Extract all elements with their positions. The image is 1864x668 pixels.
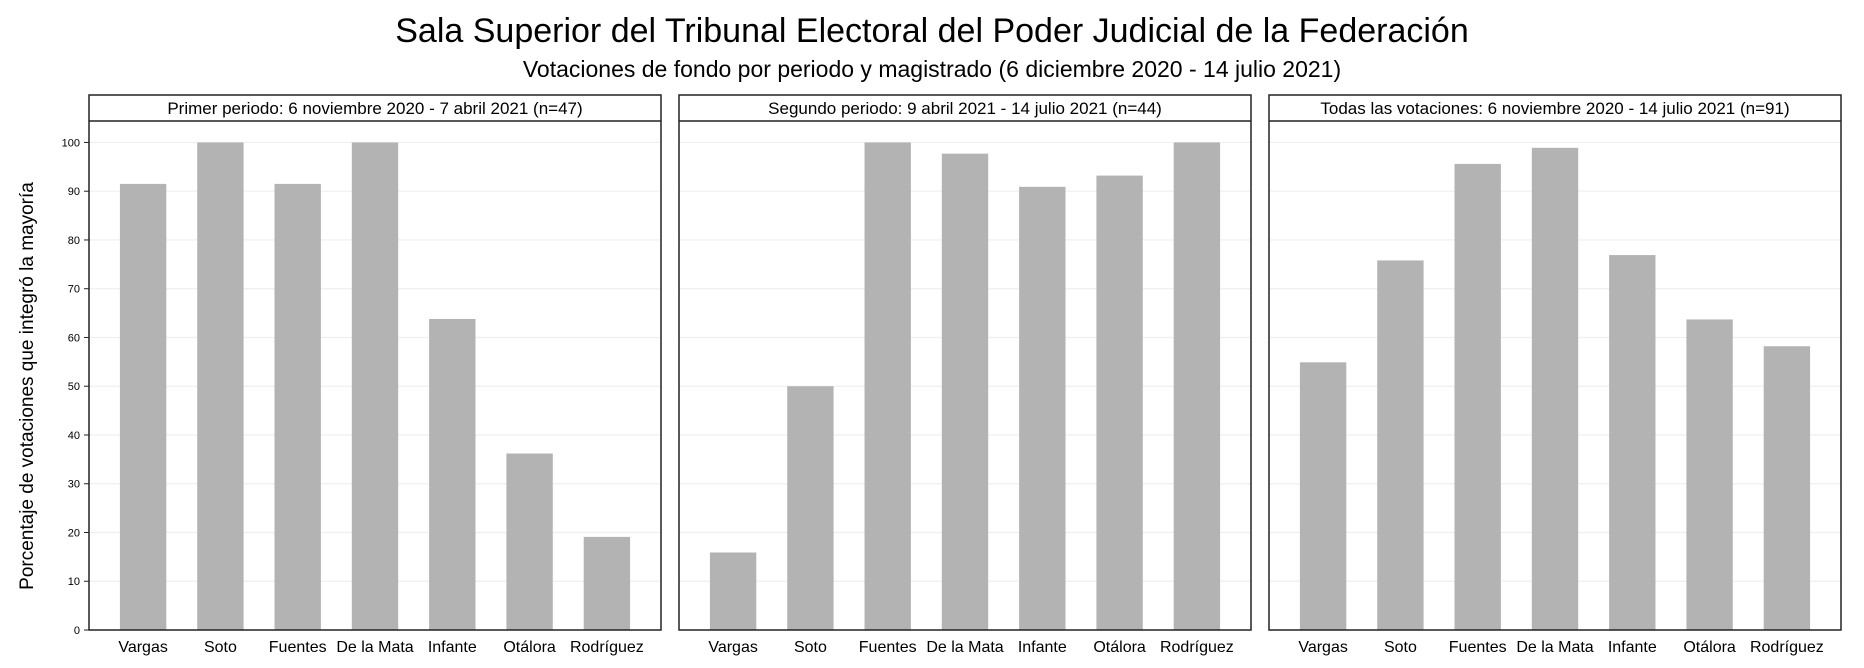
x-tick-label: De la Mata: [336, 639, 413, 656]
panel-1: Vargas Soto Fuentes De la Mata Infante Otálor…: [62, 94, 662, 656]
y-tick-label: 30: [68, 479, 80, 491]
y-axis-label: Porcentaje de votaciones que integró la …: [17, 182, 38, 590]
bar-rodríguez: [1173, 142, 1221, 631]
bar-vargas: [1299, 362, 1347, 630]
y-tick-label: 100: [62, 137, 80, 149]
x-tick-label: Rodríguez: [570, 639, 644, 656]
chart-subtitle: Votaciones de fondo por periodo y magist…: [523, 56, 1341, 82]
bar-infante: [429, 318, 476, 630]
bar-soto: [787, 386, 834, 630]
x-tick-label: Fuentes: [859, 639, 917, 656]
x-tick-label: De la Mata: [926, 639, 1003, 656]
bar-fuentes: [274, 183, 321, 630]
bar-otálora: [1686, 319, 1733, 630]
bar-fuentes: [864, 142, 911, 631]
panel-title: Primer periodo: 6 noviembre 2020 - 7 abr…: [167, 99, 582, 118]
x-tick-label: Infante: [428, 639, 477, 656]
bar-otálora: [1096, 175, 1143, 631]
bar-de-la-mata: [941, 153, 989, 630]
bar-vargas: [119, 183, 167, 630]
panel-title: Todas las votaciones: 6 noviembre 2020 -…: [1320, 99, 1789, 118]
x-tick-label: Otálora: [1683, 639, 1736, 656]
y-tick-label: 80: [68, 235, 80, 247]
x-tick-label: Vargas: [708, 639, 758, 656]
chart-title: Sala Superior del Tribunal Electoral del…: [395, 12, 1469, 50]
y-tick-label: 90: [68, 186, 80, 198]
panel-frame: [1268, 94, 1842, 631]
bar-rodríguez: [1763, 346, 1811, 630]
y-tick-label: 10: [68, 576, 80, 588]
y-tick-label: 20: [68, 527, 80, 539]
bar-fuentes: [1454, 163, 1501, 630]
x-tick-label: Vargas: [1298, 639, 1348, 656]
bar-otálora: [506, 453, 553, 630]
y-tick-label: 0: [74, 625, 80, 637]
panel-title: Segundo periodo: 9 abril 2021 - 14 julio…: [768, 99, 1162, 118]
panels: Vargas Soto Fuentes De la Mata Infante Otálor…: [62, 94, 1842, 656]
x-tick-label: De la Mata: [1516, 639, 1593, 656]
bar-soto: [197, 142, 244, 631]
y-tick-label: 50: [68, 381, 80, 393]
panel-2: Vargas Soto Fuentes De la Mata Infante Otálor…: [678, 94, 1252, 656]
y-tick-label: 60: [68, 332, 80, 344]
x-tick-label: Vargas: [118, 639, 168, 656]
x-tick-label: Infante: [1608, 639, 1657, 656]
y-tick-label: 70: [68, 284, 80, 296]
bar-soto: [1377, 260, 1424, 630]
x-tick-label: Otálora: [503, 639, 556, 656]
x-tick-label: Soto: [1384, 639, 1417, 656]
x-tick-label: Fuentes: [1449, 639, 1507, 656]
bar-infante: [1019, 186, 1066, 630]
bar-de-la-mata: [1531, 147, 1579, 631]
bar-rodríguez: [583, 536, 631, 630]
panel-frame: [678, 94, 1252, 631]
x-tick-label: Infante: [1018, 639, 1067, 656]
x-tick-label: Rodríguez: [1160, 639, 1234, 656]
bar-vargas: [709, 552, 757, 630]
x-tick-label: Soto: [204, 639, 237, 656]
bar-de-la-mata: [351, 142, 399, 631]
bar-infante: [1609, 255, 1656, 630]
x-tick-label: Fuentes: [269, 639, 327, 656]
panel-frame: [88, 94, 662, 631]
x-tick-label: Soto: [794, 639, 827, 656]
x-tick-label: Otálora: [1093, 639, 1146, 656]
panel-3: Vargas Soto Fuentes De la Mata Infante Otálor…: [1268, 94, 1842, 656]
y-tick-label: 40: [68, 430, 80, 442]
x-tick-label: Rodríguez: [1750, 639, 1824, 656]
